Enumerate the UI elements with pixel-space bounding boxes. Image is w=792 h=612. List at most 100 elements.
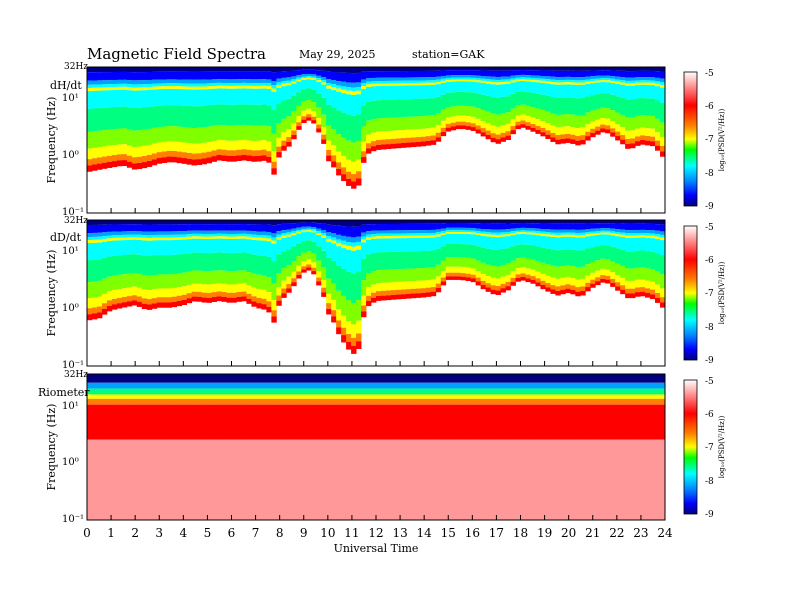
spectrogram-cell [480, 262, 487, 274]
spectrogram-cell [455, 91, 462, 106]
spectrogram-cell [296, 394, 302, 399]
x-tick-label: 23 [633, 526, 648, 540]
spectrogram-cell [311, 394, 317, 399]
spectrogram-cell [535, 80, 541, 83]
spectrogram-cell [565, 84, 571, 98]
spectrogram-cell [106, 87, 113, 91]
spectrogram-cell [181, 127, 188, 143]
spectrogram-cell [535, 108, 541, 120]
spectrogram-cell [146, 439, 153, 520]
spectrogram-cell [181, 79, 188, 84]
spectrogram-cell [131, 84, 138, 88]
spectrogram-cell [206, 220, 212, 225]
spectrogram-cell [176, 239, 183, 255]
colorbar: -5 -6 -7 -8 -9 log₁₀(PSD(V²/Hz)) [683, 69, 726, 212]
spectrogram-cell [246, 67, 252, 72]
spectrogram-cell [625, 268, 631, 281]
spectrogram-cell [166, 274, 173, 289]
spectrogram-cell [171, 71, 178, 80]
spectrogram-cell [425, 292, 432, 297]
spectrogram-cell [366, 404, 372, 440]
spectrogram-cell [221, 149, 227, 156]
spectrogram-cell [171, 388, 178, 395]
spectrogram-cell [246, 140, 252, 150]
spectrogram-cell [311, 404, 317, 440]
spectrogram-cell [96, 382, 103, 389]
cb-tick: -8 [705, 477, 714, 487]
spectrogram-cell [520, 257, 526, 268]
spectrogram-cell [385, 77, 392, 81]
spectrogram-cell [405, 220, 412, 224]
spectrogram-cell [111, 220, 118, 225]
spectrogram-cell [171, 254, 178, 275]
spectrogram-cell [301, 241, 307, 253]
cb-tick: -9 [705, 510, 714, 520]
spectrogram-cell [141, 398, 148, 405]
spectrogram-cell [331, 404, 337, 440]
spectrogram-cell [166, 297, 173, 303]
spectrogram-cell [131, 72, 138, 81]
spectrogram-cell [166, 404, 173, 440]
spectrogram-cell [625, 85, 631, 100]
spectrogram-cell [475, 108, 482, 119]
spectrogram-cell [176, 273, 183, 288]
spectrogram-cell [645, 223, 651, 231]
spectrogram-cell [605, 78, 611, 81]
spectrogram-cell [465, 398, 472, 405]
spectrogram-cell [266, 71, 272, 80]
spectrogram-cell [655, 404, 661, 440]
spectrogram-cell [221, 374, 227, 383]
spectrogram-cell [500, 388, 506, 395]
spectrogram-cell [236, 224, 242, 231]
spectrogram-cell [321, 230, 327, 234]
spectrogram-cell [560, 285, 566, 290]
spectrogram-cell [420, 292, 427, 298]
spectrogram-cell [141, 382, 148, 389]
spectrogram-cell [525, 122, 531, 126]
spectrogram-cell [610, 80, 616, 84]
spectrogram-cell [186, 398, 193, 405]
spectrogram-cell [500, 76, 506, 80]
spectrogram-cell [211, 85, 217, 89]
spectrogram-cell [106, 161, 113, 168]
spectrogram-cell [171, 439, 178, 520]
spectrogram-cell [530, 228, 536, 231]
spectrogram-cell [116, 71, 123, 80]
spectrogram-cell [575, 223, 581, 230]
spectrogram-cell [116, 89, 123, 107]
spectrogram-cell [356, 171, 362, 179]
spectrogram-cell [390, 143, 397, 149]
spectrogram-cell [336, 388, 342, 395]
spectrogram-cell [500, 81, 506, 85]
spectrogram-cell [216, 388, 222, 395]
spectrogram-cell [191, 159, 198, 166]
spectrogram-cell [395, 138, 402, 144]
spectrogram-cell [106, 439, 113, 520]
spectrogram-cell [655, 253, 661, 272]
spectrogram-cell [206, 404, 212, 440]
spectrogram-cell [420, 280, 427, 289]
spectrogram-cell [166, 150, 173, 157]
spectrogram-cell [341, 388, 347, 395]
spectrogram-cell [560, 277, 566, 286]
spectrogram-cell [266, 67, 272, 72]
spectrogram-cell [296, 398, 302, 405]
spectrogram-cell [166, 394, 173, 399]
spectrogram-cell [465, 232, 472, 235]
spectrogram-cell [395, 117, 402, 131]
spectrogram-cell [316, 439, 322, 520]
spectrogram-cell [460, 439, 467, 520]
spectrogram-cell [146, 382, 153, 389]
spectrogram-cell [161, 382, 168, 389]
spectrogram-cell [326, 303, 332, 309]
spectrogram-cell [161, 224, 168, 232]
spectrogram-cell [316, 124, 322, 129]
spectrogram-cell [525, 278, 531, 283]
spectrogram-cell [630, 237, 636, 252]
spectrogram-cell [216, 154, 222, 161]
spectrogram-cell [450, 398, 457, 405]
spectrogram-cell [131, 398, 138, 405]
spectrogram-cell [475, 118, 482, 126]
spectrogram-cell [301, 79, 307, 90]
spectrogram-cell [141, 145, 148, 157]
